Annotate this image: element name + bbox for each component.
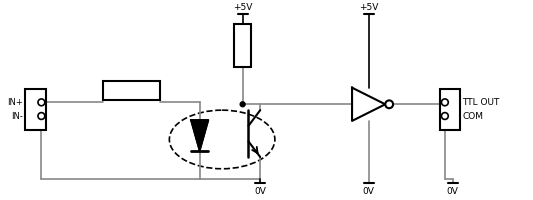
Bar	[103, 81, 159, 100]
Text: TTL OUT: TTL OUT	[463, 98, 500, 107]
Bar	[234, 24, 252, 67]
Circle shape	[441, 99, 448, 106]
Text: IN+: IN+	[7, 98, 23, 107]
Text: 0V: 0V	[363, 187, 375, 196]
Text: IN-: IN-	[11, 112, 23, 121]
Text: +5V: +5V	[359, 3, 378, 12]
Circle shape	[385, 100, 393, 108]
Text: COM: COM	[463, 112, 483, 121]
Text: 0V: 0V	[254, 187, 266, 196]
Polygon shape	[191, 120, 208, 151]
Text: 0V: 0V	[447, 187, 458, 196]
Circle shape	[240, 102, 245, 107]
Circle shape	[38, 99, 45, 106]
Circle shape	[38, 113, 45, 119]
Circle shape	[441, 113, 448, 119]
Bar	[440, 89, 459, 130]
Ellipse shape	[169, 110, 275, 169]
Text: +5V: +5V	[233, 3, 252, 12]
Polygon shape	[352, 88, 385, 121]
Bar	[25, 89, 46, 130]
